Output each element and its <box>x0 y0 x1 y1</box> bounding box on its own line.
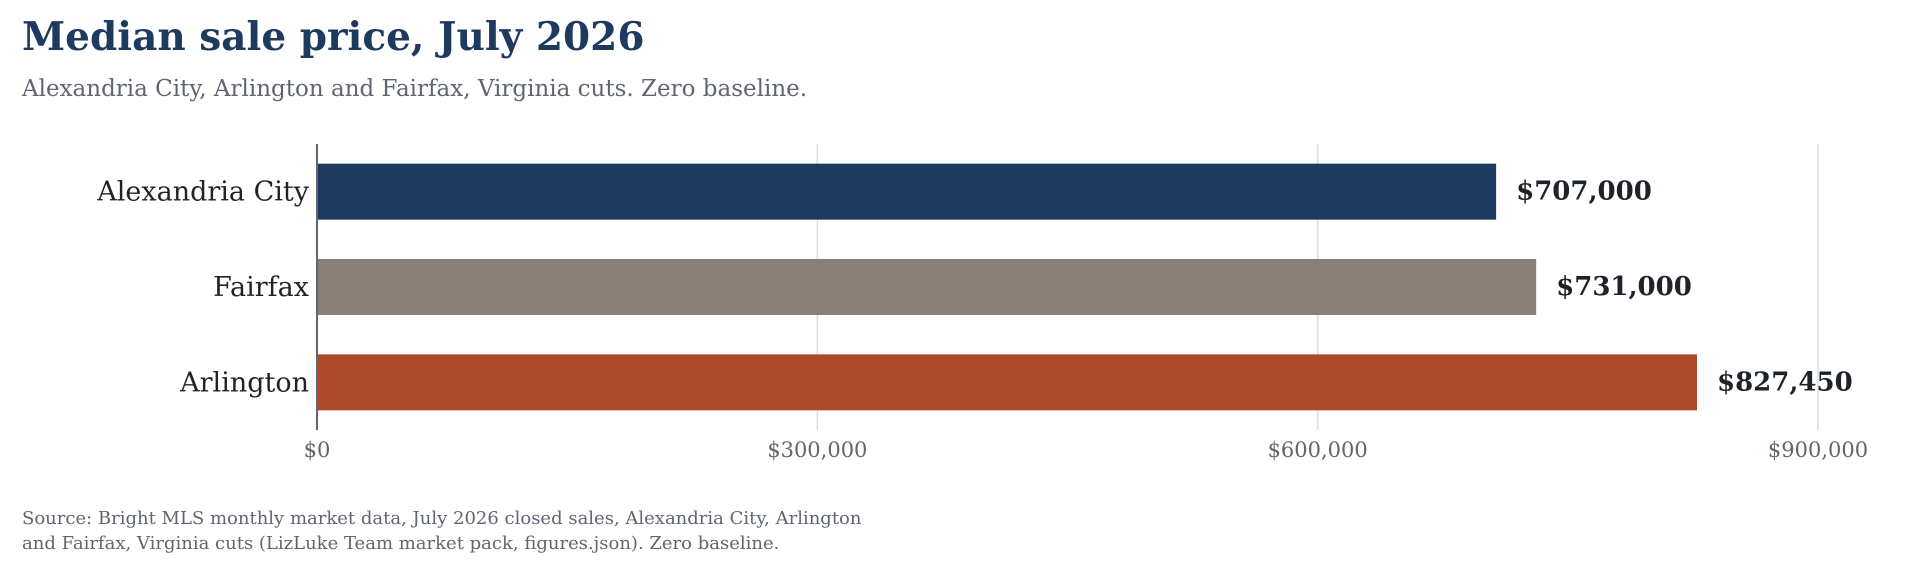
bars <box>317 163 1698 411</box>
category-label: Fairfax <box>213 272 309 303</box>
x-axis-ticks: $0 $300,000 $600,000 $900,000 <box>304 438 1868 462</box>
source-note-line-1: Source: Bright MLS monthly market data, … <box>22 508 862 529</box>
x-tick-label: $600,000 <box>1268 438 1368 462</box>
value-label: $827,450 <box>1717 367 1853 397</box>
bar <box>317 354 1698 411</box>
chart-title: Median sale price, July 2026 <box>22 14 645 60</box>
x-tick-label: $0 <box>304 438 331 462</box>
bar <box>317 259 1537 315</box>
category-labels: Alexandria City Fairfax Arlington <box>96 177 309 399</box>
bar-chart: Alexandria City Fairfax Arlington $707,000… <box>96 144 1868 462</box>
chart-subtitle: Alexandria City, Arlington and Fairfax, … <box>22 76 808 102</box>
value-labels: $707,000 $731,000 $827,450 <box>1516 177 1853 398</box>
x-tick-label: $300,000 <box>767 438 867 462</box>
category-label: Arlington <box>179 367 309 398</box>
x-tick-label: $900,000 <box>1768 438 1868 462</box>
source-note-line-2: and Fairfax, Virginia cuts (LizLuke Team… <box>22 533 780 554</box>
source-note: Source: Bright MLS monthly market data, … <box>22 506 962 556</box>
value-label: $731,000 <box>1556 272 1692 302</box>
category-label: Alexandria City <box>96 177 309 208</box>
bar <box>317 163 1497 220</box>
value-label: $707,000 <box>1516 177 1652 207</box>
